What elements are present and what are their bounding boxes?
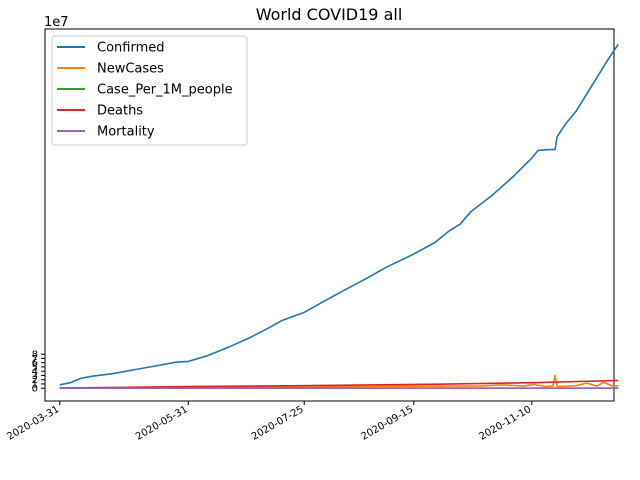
y-tick-label: 1 <box>32 379 38 390</box>
chart-title: World COVID19 all <box>256 5 403 24</box>
legend-label: Mortality <box>97 125 155 140</box>
y-tick-label: 4 <box>32 367 38 378</box>
y-tick-label: 0 <box>32 384 38 395</box>
x-tick-label: 2020-09-15 <box>359 404 415 443</box>
y-tick-label: 7 <box>32 354 38 365</box>
y-tick-label: 8 <box>32 350 38 361</box>
y-tick-label: 6 <box>32 358 38 369</box>
y-tick-label: 5 <box>32 362 38 373</box>
series-lines <box>59 43 619 390</box>
legend-box <box>51 35 248 146</box>
legend-label: NewCases <box>97 62 164 77</box>
x-tick-label: 2020-11-10 <box>477 404 533 443</box>
legend-label: Confirmed <box>97 41 165 56</box>
legend-label: Case_Per_1M_people <box>97 83 233 98</box>
series-line-confirmed <box>59 43 619 386</box>
x-tick-label: 2020-03-31 <box>5 404 61 443</box>
x-tick-label: 2020-05-31 <box>134 404 190 443</box>
legend: Confirmed NewCases Case_Per_1M_people Death… <box>51 35 248 146</box>
y-axis-multiplier-label: 1e7 <box>44 15 69 30</box>
x-tick-label: 2020-07-25 <box>250 404 306 443</box>
series-line-deaths <box>59 379 619 389</box>
series-line-newcases <box>59 374 619 389</box>
x-axis: 2020-03-31 2020-05-31 2020-07-25 2020-09-15… <box>5 401 533 443</box>
y-tick-label: 3 <box>32 371 38 382</box>
y-tick-label: 2 <box>32 375 38 386</box>
plot-area <box>44 28 615 402</box>
legend-label: Deaths <box>97 104 143 119</box>
